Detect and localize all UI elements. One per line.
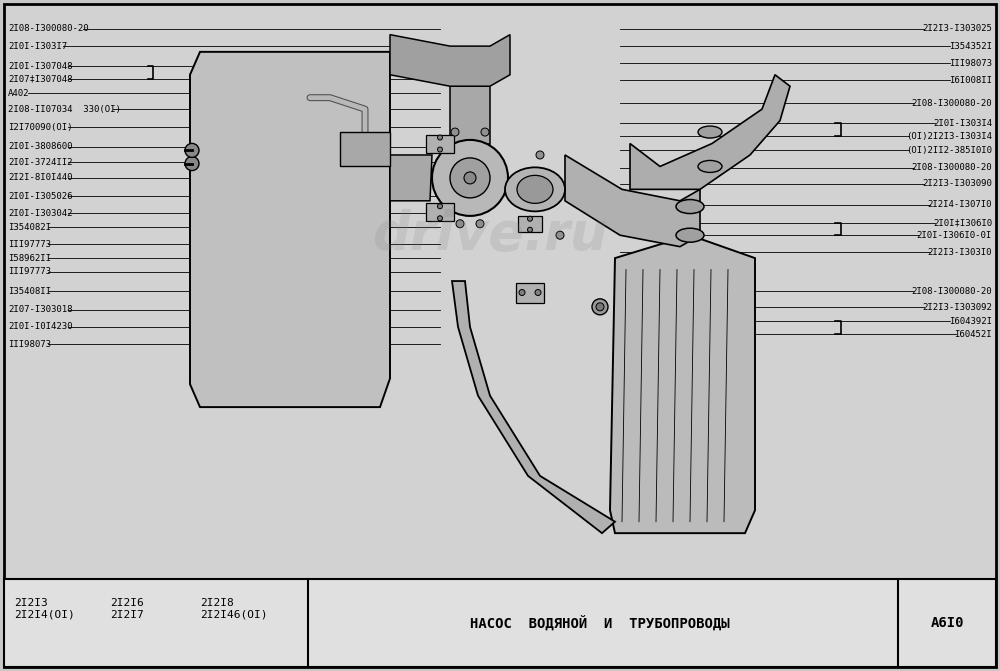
Text: 2I08-I300080-20: 2I08-I300080-20 [911, 287, 992, 296]
Text: 2I0I-3808600: 2I0I-3808600 [8, 142, 72, 152]
Text: А6I0: А6I0 [931, 616, 965, 630]
Text: 2I0I-3724II2: 2I0I-3724II2 [8, 158, 72, 167]
Ellipse shape [505, 167, 565, 211]
Circle shape [476, 219, 484, 227]
Text: drive.ru: drive.ru [372, 209, 608, 261]
Polygon shape [565, 155, 700, 247]
Bar [426, 203, 454, 221]
Circle shape [596, 303, 604, 311]
Text: I354352I: I354352I [949, 42, 992, 50]
Text: 2I07-I303018: 2I07-I303018 [8, 305, 72, 314]
Text: (ОI)2I2I3-I303I4: (ОI)2I2I3-I303I4 [906, 132, 992, 140]
Circle shape [438, 204, 442, 209]
Circle shape [536, 151, 544, 159]
Text: 2I2I6
2I2I7: 2I2I6 2I2I7 [110, 599, 144, 620]
Text: 2I2I4-I307I0: 2I2I4-I307I0 [928, 201, 992, 209]
Polygon shape [450, 86, 490, 144]
Text: 2I07‡I307048: 2I07‡I307048 [8, 75, 72, 84]
Circle shape [432, 140, 508, 216]
Bar [516, 282, 544, 303]
Text: 2I0I-I303I4: 2I0I-I303I4 [933, 119, 992, 128]
Text: 2I2I3
2I2I4(ОI): 2I2I3 2I2I4(ОI) [14, 599, 75, 620]
Text: III97773: III97773 [8, 267, 51, 276]
Text: 2I2I3-I303I0: 2I2I3-I303I0 [928, 248, 992, 257]
Text: 2I08-II07034  330(ОI): 2I08-II07034 330(ОI) [8, 105, 121, 113]
Text: 2I0I-I303042: 2I0I-I303042 [8, 209, 72, 218]
Text: 2I2I-8I0I440: 2I2I-8I0I440 [8, 173, 72, 183]
Circle shape [438, 135, 442, 140]
Circle shape [450, 158, 490, 198]
Text: НАСОС  ВОДЯНОЙ  И  ТРУБОПРОВОДЫ: НАСОС ВОДЯНОЙ И ТРУБОПРОВОДЫ [470, 615, 730, 631]
Circle shape [185, 156, 199, 170]
Text: 2I0I-I306I0-0I: 2I0I-I306I0-0I [917, 231, 992, 240]
Ellipse shape [698, 126, 722, 138]
Polygon shape [190, 52, 390, 407]
Ellipse shape [676, 228, 704, 242]
Polygon shape [610, 236, 755, 533]
Text: 2I0I-I0I4230: 2I0I-I0I4230 [8, 322, 72, 331]
Circle shape [519, 289, 525, 295]
Text: 2I0I‡I306I0: 2I0I‡I306I0 [933, 218, 992, 227]
Ellipse shape [698, 160, 722, 172]
Text: I354082I: I354082I [8, 223, 51, 231]
Circle shape [185, 144, 199, 158]
Circle shape [528, 227, 532, 232]
Circle shape [438, 147, 442, 152]
Text: А402: А402 [8, 89, 30, 97]
Text: III98073: III98073 [8, 340, 51, 348]
Text: I604392I: I604392I [949, 317, 992, 325]
Bar [518, 216, 542, 231]
Text: 2I2I3-I303025: 2I2I3-I303025 [922, 24, 992, 34]
Text: I35408II: I35408II [8, 287, 51, 296]
Circle shape [464, 172, 476, 184]
Text: 2I08-I300080-20: 2I08-I300080-20 [911, 99, 992, 108]
Circle shape [592, 299, 608, 315]
Circle shape [438, 216, 442, 221]
Text: I58962II: I58962II [8, 254, 51, 262]
Circle shape [556, 231, 564, 239]
Polygon shape [630, 74, 790, 189]
Bar [426, 134, 454, 152]
Text: 2I08-I300080-20: 2I08-I300080-20 [911, 163, 992, 172]
Ellipse shape [517, 175, 553, 203]
Text: I6I008II: I6I008II [949, 76, 992, 85]
Polygon shape [452, 281, 615, 533]
Text: 2I2I3-I303092: 2I2I3-I303092 [922, 303, 992, 312]
Text: I60452I: I60452I [954, 330, 992, 339]
Text: 2I2I3-I303090: 2I2I3-I303090 [922, 179, 992, 188]
Circle shape [481, 128, 489, 136]
Text: 2I0I-I307048: 2I0I-I307048 [8, 62, 72, 70]
Circle shape [451, 128, 459, 136]
Ellipse shape [676, 199, 704, 213]
Text: (ОI)2II2-385I0I0: (ОI)2II2-385I0I0 [906, 146, 992, 155]
Text: III98073: III98073 [949, 59, 992, 68]
Circle shape [528, 216, 532, 221]
Circle shape [535, 289, 541, 295]
Text: 2I0I-I303I7: 2I0I-I303I7 [8, 42, 67, 50]
Text: 2I2I8
2I2I46(ОI): 2I2I8 2I2I46(ОI) [200, 599, 268, 620]
Polygon shape [390, 35, 510, 86]
Text: 2I0I-I305026: 2I0I-I305026 [8, 192, 72, 201]
Bar [4, 579, 996, 667]
Text: III97773: III97773 [8, 240, 51, 249]
Polygon shape [390, 155, 432, 201]
Polygon shape [340, 132, 390, 166]
Circle shape [456, 219, 464, 227]
Text: I2I70090(ОI): I2I70090(ОI) [8, 123, 72, 132]
Text: 2I08-I300080-20: 2I08-I300080-20 [8, 24, 89, 34]
